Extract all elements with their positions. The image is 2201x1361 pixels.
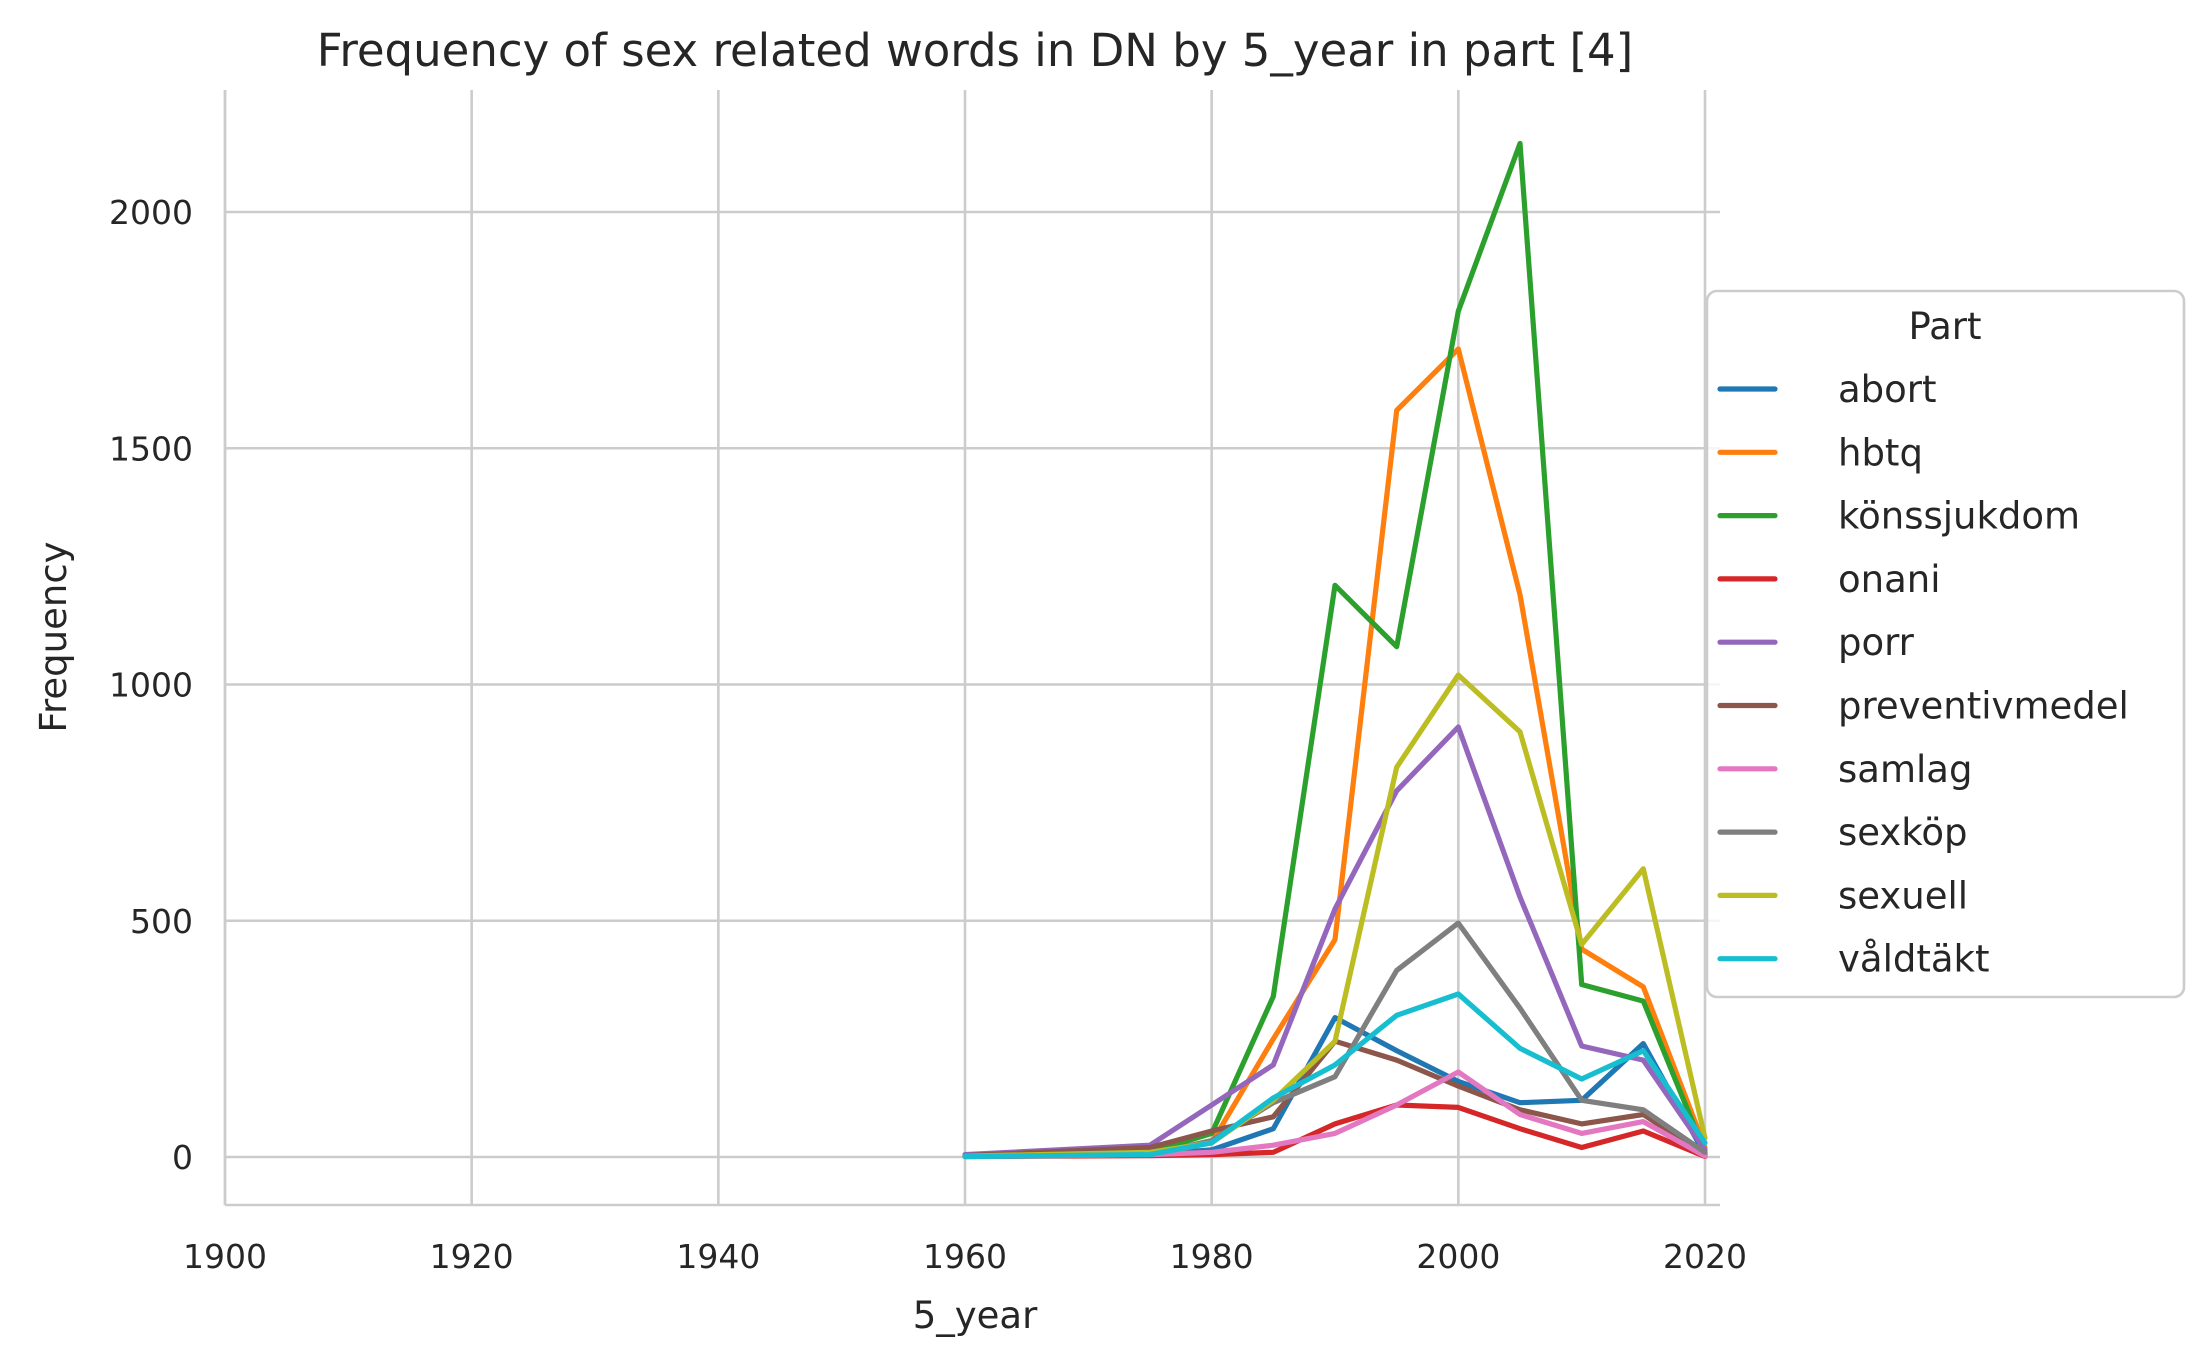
legend-label-preventivmedel: preventivmedel	[1838, 685, 2129, 728]
legend-label-våldtäkt: våldtäkt	[1838, 938, 1989, 981]
series-lines	[962, 140, 1708, 1160]
legend-frame	[1705, 289, 2186, 999]
x-tick-labels: 1900 1920 1940 1960 1980 2000 2020	[183, 1237, 1747, 1276]
x-tick-label: 1940	[676, 1237, 760, 1276]
chart-title: Frequency of sex related words in DN by …	[317, 24, 1634, 77]
legend-label-hbtq: hbtq	[1838, 431, 1923, 474]
series-line-preventivmedel	[962, 1038, 1708, 1159]
axes-spines	[223, 90, 1720, 1207]
y-tick-label: 2000	[109, 193, 193, 232]
x-tick-label: 1960	[923, 1237, 1007, 1276]
y-tick-label: 1500	[109, 429, 193, 468]
legend: Part abort hbtq könssjukdom onani porr preven…	[1705, 289, 2186, 999]
legend-label-sexköp: sexköp	[1838, 811, 1968, 854]
legend-title: Part	[1908, 305, 1981, 348]
x-tick-label: 1920	[430, 1237, 514, 1276]
y-tick-label: 0	[172, 1138, 193, 1177]
grid	[223, 90, 1720, 1205]
series-line-samlag	[962, 1069, 1708, 1160]
y-tick-labels: 0 500 1000 1500 2000	[109, 193, 193, 1177]
legend-label-abort: abort	[1838, 368, 1937, 411]
y-tick-label: 1000	[109, 666, 193, 705]
y-tick-label: 500	[130, 902, 193, 941]
x-tick-label: 1980	[1170, 1237, 1254, 1276]
x-tick-label: 2000	[1416, 1237, 1500, 1276]
series-line-våldtäkt	[962, 991, 1708, 1160]
y-axis-label: Frequency	[32, 541, 75, 732]
x-axis-label: 5_year	[913, 1294, 1038, 1337]
legend-label-samlag: samlag	[1838, 748, 1972, 791]
legend-label-sexuell: sexuell	[1838, 874, 1968, 917]
series-line-porr	[962, 724, 1708, 1158]
legend-label-könssjukdom: könssjukdom	[1838, 495, 2080, 538]
legend-label-onani: onani	[1838, 558, 1941, 601]
legend-label-porr: porr	[1838, 621, 1915, 664]
x-tick-label: 1900	[183, 1237, 267, 1276]
legend-entries: abort hbtq könssjukdom onani porr preventivme…	[1717, 368, 2129, 981]
series-line-könssjukdom	[962, 140, 1708, 1159]
x-tick-label: 2020	[1663, 1237, 1747, 1276]
